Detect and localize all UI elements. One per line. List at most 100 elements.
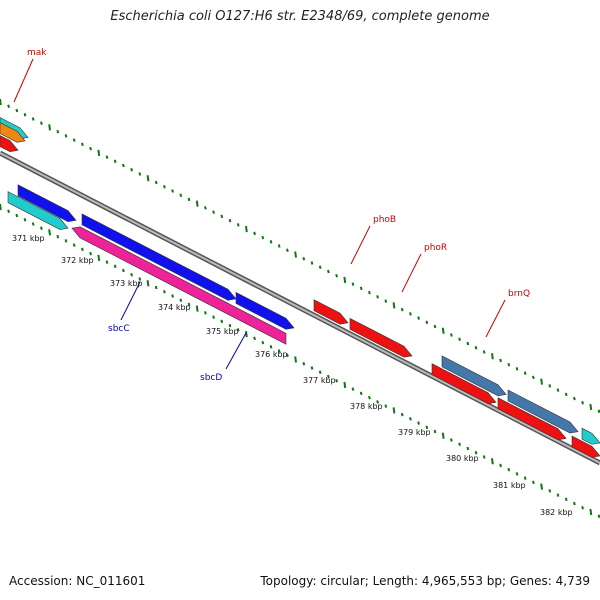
tick-mark [146, 175, 150, 182]
tick-mark [81, 142, 84, 147]
gene-arrow[interactable] [71, 226, 287, 345]
tick-mark [15, 213, 19, 218]
gene-arrow[interactable] [0, 117, 29, 140]
tick-mark [154, 285, 158, 290]
tick-mark [269, 345, 273, 349]
tick-mark [540, 378, 543, 385]
gene-arrow[interactable] [0, 135, 19, 152]
tick-mark [318, 265, 322, 269]
page-title: Escherichia coli O127:H6 str. E2348/69, … [110, 9, 490, 24]
tick-mark [507, 467, 511, 472]
tick-mark [327, 374, 330, 379]
tick-mark [171, 294, 174, 298]
tick-mark [376, 295, 379, 299]
tick-mark [212, 315, 215, 319]
tick-mark [532, 375, 535, 380]
tick-mark [482, 455, 486, 459]
tick-label: 379 kbp [398, 428, 431, 437]
gene-label-sbcD[interactable]: sbcD [200, 373, 222, 383]
tick-mark [89, 146, 92, 151]
genome-backbone [0, 150, 600, 466]
tick-mark [359, 391, 363, 396]
gene-arrow[interactable] [0, 122, 26, 143]
tick-mark [335, 273, 338, 278]
tick-mark [368, 395, 371, 400]
gene-arrow[interactable] [581, 427, 600, 445]
tick-mark [122, 268, 125, 273]
tick-mark [474, 450, 478, 455]
tick-mark [482, 350, 486, 354]
tick-label: 376 kbp [255, 350, 288, 359]
gene-arrow[interactable] [7, 191, 69, 230]
tick-mark [359, 286, 363, 291]
tick-mark [294, 356, 297, 363]
gene-arrow[interactable] [431, 363, 497, 404]
tick-mark [72, 243, 76, 247]
gene-arrow[interactable] [349, 317, 413, 358]
tick-mark [23, 112, 27, 117]
gene-label-phoR[interactable]: phoR [424, 243, 447, 253]
tick-mark [351, 282, 355, 286]
tick-label: 381 kbp [493, 481, 526, 490]
tick-mark [597, 514, 600, 519]
tick-mark [179, 193, 183, 197]
gene-arrow[interactable] [313, 299, 349, 325]
tick-mark [556, 493, 560, 497]
tick-mark [130, 273, 133, 277]
tick-mark [376, 400, 379, 404]
tick-mark [310, 261, 314, 265]
gene-features [0, 117, 600, 458]
gene-arrow[interactable] [235, 291, 295, 330]
tick-mark [163, 289, 166, 294]
tick-mark [458, 442, 461, 447]
tick-mark [441, 432, 445, 439]
tick-mark [163, 184, 166, 189]
tick-mark [556, 388, 560, 392]
gene-arrow[interactable] [507, 389, 579, 434]
tick-mark [269, 240, 273, 244]
tick-mark [507, 362, 511, 367]
tick-mark [491, 353, 494, 360]
tick-mark [56, 234, 60, 239]
tick-mark [245, 225, 248, 233]
gene-arrow[interactable] [17, 184, 77, 222]
tick-mark [540, 483, 543, 490]
tick-mark [466, 446, 470, 451]
tick-mark [204, 311, 207, 315]
tick-mark [425, 425, 429, 430]
tick-mark [286, 353, 289, 358]
gene-label-phoB[interactable]: phoB [373, 215, 396, 225]
tick-mark [195, 305, 199, 312]
tick-mark [392, 302, 396, 309]
tick-mark [31, 222, 35, 226]
tick-mark [433, 429, 437, 434]
tick-mark [261, 235, 265, 240]
tick-mark [564, 497, 568, 502]
tick-mark [400, 412, 404, 417]
tick-mark [236, 223, 240, 227]
gene-leader-line [225, 332, 247, 370]
tick-mark [499, 358, 502, 363]
tick-label: 371 kbp [12, 234, 45, 243]
gene-arrow[interactable] [441, 355, 507, 397]
tick-mark [64, 239, 68, 243]
gene-arrow[interactable] [497, 397, 567, 441]
tick-mark [351, 387, 355, 391]
tick-mark [97, 149, 101, 156]
tick-mark [113, 159, 117, 164]
tick-mark [31, 117, 35, 121]
tick-mark [343, 276, 347, 284]
gene-leader-line [485, 299, 506, 338]
tick-mark [548, 489, 552, 493]
gene-arrow[interactable] [81, 213, 237, 301]
gene-label-mak[interactable]: mak [27, 48, 47, 58]
tick-mark [171, 189, 174, 193]
genome-map: 371 kbp 372 kbp 373 kbp 374 kbp 375 kbp 376 k… [0, 48, 600, 519]
gene-arrow[interactable] [571, 435, 600, 458]
gene-label-sbcC[interactable]: sbcC [108, 324, 130, 334]
tick-mark [130, 168, 133, 172]
tick-mark [597, 409, 600, 414]
gene-label-brnQ[interactable]: brnQ [508, 289, 530, 299]
tick-mark [7, 104, 10, 108]
tick-mark [573, 396, 576, 401]
